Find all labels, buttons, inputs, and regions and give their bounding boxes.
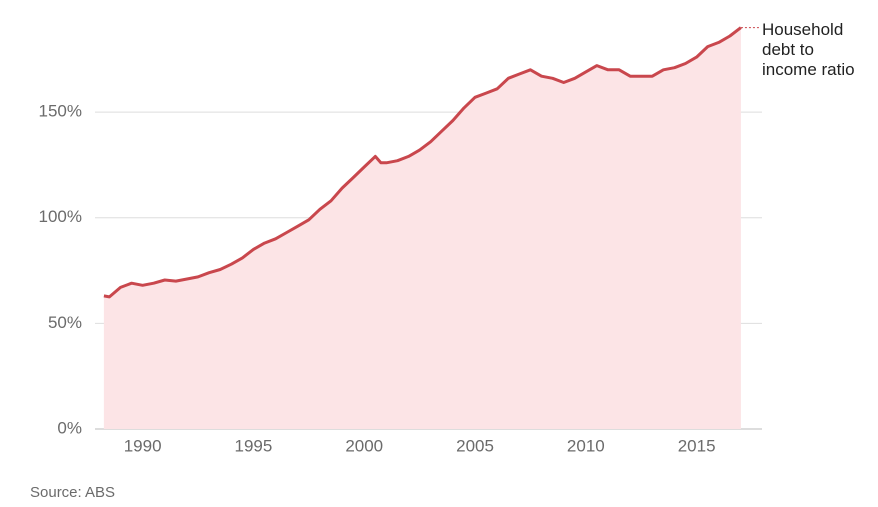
x-tick-label: 2010 xyxy=(567,436,605,455)
x-tick-label: 2000 xyxy=(345,436,383,455)
x-tick-label: 2015 xyxy=(678,436,716,455)
y-tick-label: 150% xyxy=(39,102,82,121)
x-tick-label: 1995 xyxy=(235,436,273,455)
y-tick-label: 100% xyxy=(39,207,82,226)
series-label: Household debt to income ratio xyxy=(762,20,855,79)
x-tick-label: 2005 xyxy=(456,436,494,455)
x-tick-label: 1990 xyxy=(124,436,162,455)
y-tick-label: 50% xyxy=(48,313,82,332)
line xyxy=(103,26,742,299)
source: Source: ABS xyxy=(30,484,116,501)
y-tick-label: 0% xyxy=(57,418,82,437)
area xyxy=(103,27,741,429)
